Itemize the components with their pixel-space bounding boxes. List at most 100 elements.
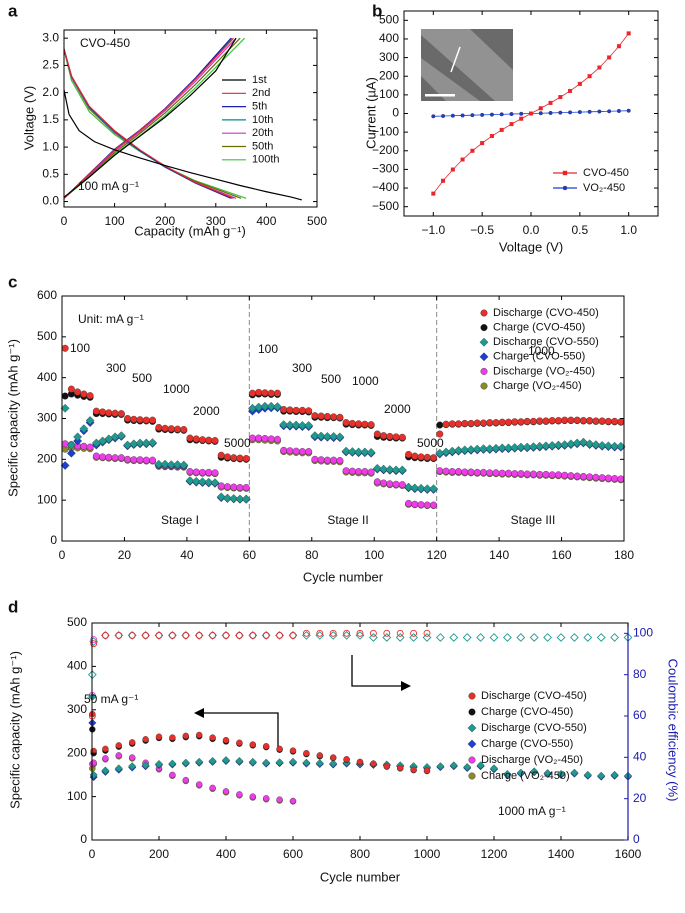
marker	[489, 633, 499, 642]
marker	[99, 408, 107, 416]
marker	[111, 454, 119, 462]
annotation: CVO-450	[80, 36, 130, 50]
marker	[209, 631, 217, 639]
y-tick-label: 2.0	[42, 85, 59, 99]
marker	[517, 470, 525, 478]
marker	[217, 451, 225, 459]
marker	[142, 416, 150, 424]
marker	[448, 468, 456, 476]
annotation: 100	[70, 341, 90, 355]
marker	[367, 468, 375, 476]
marker	[261, 435, 269, 443]
legend-label: Discharge (VO₂-450)	[493, 365, 595, 377]
marker	[85, 416, 95, 425]
y-tick-label: 600	[37, 288, 57, 302]
marker	[236, 791, 243, 798]
annotation: 1000	[352, 374, 379, 388]
marker	[611, 417, 619, 425]
marker	[499, 127, 504, 132]
marker	[542, 470, 550, 478]
marker	[222, 736, 230, 744]
marker	[136, 416, 144, 424]
marker	[586, 417, 594, 425]
annotation: Stage I	[161, 513, 199, 527]
legend-label: Charge (CVO-450)	[493, 322, 585, 334]
marker	[267, 389, 275, 397]
marker	[626, 108, 631, 113]
marker	[222, 631, 230, 639]
marker	[503, 633, 512, 642]
x-tick-label: 1200	[481, 847, 508, 861]
inset-scale-bar	[425, 94, 455, 97]
marker	[101, 631, 109, 639]
marker	[448, 420, 456, 428]
y-tick-label: −300	[372, 162, 399, 176]
marker	[541, 441, 551, 451]
marker	[523, 417, 531, 425]
x-tick-label: 0	[89, 847, 96, 861]
marker	[430, 501, 438, 509]
marker	[596, 633, 606, 642]
marker	[111, 409, 119, 417]
marker	[223, 453, 231, 461]
y-tick-label: 0	[80, 832, 87, 846]
marker	[462, 633, 472, 642]
marker	[305, 407, 313, 415]
marker	[570, 768, 579, 777]
marker	[468, 772, 476, 780]
marker	[330, 413, 338, 421]
marker	[450, 113, 455, 118]
marker	[610, 441, 620, 451]
marker	[431, 114, 436, 119]
marker	[330, 456, 338, 464]
annotation: 2000	[384, 402, 411, 416]
marker	[180, 426, 188, 434]
marker	[279, 420, 289, 430]
marker	[467, 723, 477, 733]
marker	[360, 447, 370, 457]
marker	[179, 460, 189, 470]
marker	[535, 441, 545, 451]
marker	[241, 494, 251, 504]
marker	[554, 471, 562, 479]
marker	[114, 764, 123, 773]
marker	[562, 170, 568, 176]
marker	[556, 769, 566, 779]
marker	[329, 759, 338, 768]
marker	[397, 465, 407, 475]
marker	[347, 447, 357, 456]
annotation: 50 mA g⁻¹	[84, 692, 138, 706]
marker	[422, 484, 432, 494]
annotation: 5000	[417, 436, 444, 450]
marker	[236, 454, 244, 462]
marker	[468, 708, 476, 716]
sem-inset	[421, 29, 513, 101]
marker	[317, 456, 325, 464]
marker	[73, 432, 83, 442]
marker	[210, 478, 220, 488]
marker	[181, 758, 190, 767]
x-tick-label: 1600	[615, 847, 642, 861]
marker	[585, 439, 595, 449]
marker	[529, 417, 537, 425]
marker	[577, 110, 582, 115]
marker	[422, 633, 432, 642]
marker	[161, 424, 169, 432]
marker	[263, 743, 270, 750]
marker	[92, 407, 100, 415]
marker	[342, 467, 350, 475]
x-tick-label: 0.0	[523, 223, 540, 237]
x-tick-label: 1.0	[620, 223, 637, 237]
marker	[480, 419, 488, 427]
marker	[626, 31, 631, 36]
y-tick-label: 200	[67, 745, 87, 759]
marker	[185, 476, 195, 485]
y-tick-label: 500	[379, 12, 399, 26]
marker	[67, 385, 75, 393]
marker	[522, 442, 532, 452]
marker	[276, 631, 284, 639]
x-tick-label: 0	[61, 214, 68, 228]
marker	[511, 418, 519, 426]
marker	[198, 477, 207, 487]
y2-tick-label: 100	[633, 626, 653, 640]
